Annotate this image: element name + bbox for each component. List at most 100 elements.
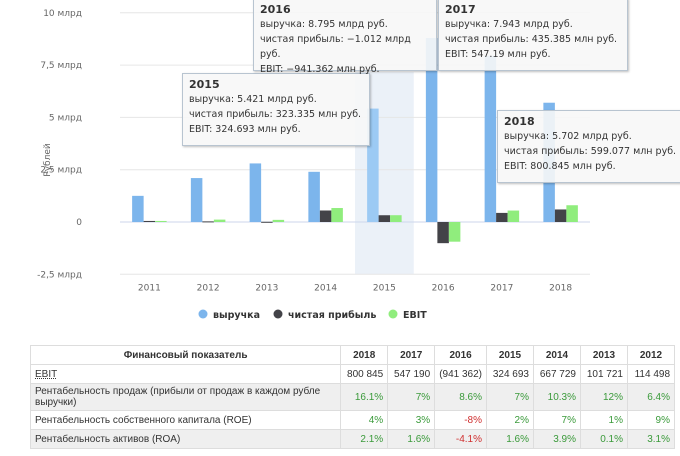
x-tick-label: 2011 [138, 283, 161, 293]
table-cell: 4% [340, 410, 389, 430]
header-year: 2017 [387, 345, 436, 365]
bar-EBIT-2017 [507, 210, 520, 222]
table-cell: 3.1% [627, 429, 675, 449]
tooltip-line: чистая прибыль: 435.385 млн руб. [445, 34, 618, 45]
table-cell: 12% [580, 383, 628, 411]
tooltip-year: 2018 [504, 115, 535, 128]
table-cell: 800 845 [340, 364, 389, 384]
bar-чистая-прибыль-2012 [202, 221, 214, 223]
table-cell: 6.4% [627, 383, 675, 411]
legend-marker-icon [198, 309, 208, 319]
bar-EBIT-2016 [448, 222, 461, 242]
bar-EBIT-2014 [331, 208, 343, 222]
x-tick-label: 2018 [549, 283, 572, 293]
tooltip-line: выручка: 7.943 млрд руб. [445, 19, 573, 30]
row-label: Рентабельность активов (ROA) [29, 429, 342, 449]
bar-EBIT-2013 [272, 219, 285, 222]
bar-чистая-прибыль-2013 [261, 221, 273, 223]
table-cell: 1.6% [486, 429, 534, 449]
bar-EBIT-2011 [155, 220, 167, 222]
table-header-row: Финансовый показатель 2018 2017 2016 201… [29, 345, 675, 365]
tooltip-line: выручка: 5.702 млрд руб. [504, 131, 632, 142]
x-tick-label: 2016 [432, 283, 455, 293]
bar-выручка-2014 [308, 171, 320, 222]
legend-marker-icon [388, 309, 398, 319]
header-year: 2016 [434, 345, 487, 365]
table-cell: 7% [533, 410, 581, 430]
bar-EBIT-2018 [566, 205, 578, 222]
table-cell: 2.1% [340, 429, 389, 449]
table-cell: 16.1% [340, 383, 389, 411]
tooltip-line: чистая прибыль: 323.335 млн руб. [189, 109, 362, 120]
table-cell: 3% [387, 410, 436, 430]
table-cell: 1.6% [387, 429, 436, 449]
table-cell: 7% [486, 383, 534, 411]
y-tick-label: 0 [76, 218, 82, 228]
y-tick-label: 2,5 млрд [40, 166, 82, 176]
bar-EBIT-2015 [390, 215, 402, 222]
table-row: Рентабельность продаж (прибыли от продаж… [29, 383, 675, 411]
table-cell: (941 362) [434, 364, 487, 384]
row-label-ebit-link[interactable]: EBIT [29, 364, 342, 384]
y-axis-label: Рублей [43, 143, 53, 177]
tooltip-line: выручка: 8.795 млрд руб. [260, 19, 388, 30]
bar-чистая-прибыль-2015 [378, 215, 391, 222]
ebit-link[interactable]: EBIT [35, 368, 58, 380]
x-tick-label: 2015 [373, 283, 396, 293]
bar-чистая-прибыль-2017 [496, 212, 508, 222]
bar-выручка-2016 [425, 38, 438, 222]
header-year: 2013 [580, 345, 628, 365]
tooltip-line: EBIT: 800.845 млн руб. [504, 161, 616, 172]
bar-выручка-2012 [190, 178, 203, 222]
legend-item: чистая прибыль [288, 310, 376, 321]
x-tick-label: 2014 [314, 283, 337, 293]
y-tick-label: 10 млрд [43, 9, 82, 19]
tooltip-year: 2016 [260, 3, 291, 16]
table-cell: 3.9% [533, 429, 581, 449]
table-row: Рентабельность активов (ROA) 2.1% 1.6% -… [29, 429, 675, 449]
x-tick-label: 2017 [490, 283, 513, 293]
tooltip-2015: 2015 выручка: 5.421 млрд руб. чистая прибы… [182, 73, 370, 146]
y-tick-label: 5 млрд [49, 113, 82, 123]
tooltip-2017: 2017 выручка: 7.943 млрд руб. чистая прибы… [438, 0, 628, 71]
table-cell: 114 498 [627, 364, 675, 384]
row-label: Рентабельность собственного капитала (RO… [29, 410, 342, 430]
table-cell: 324 693 [486, 364, 534, 384]
tooltip-line: EBIT: 324.693 млн руб. [189, 124, 301, 135]
header-year: 2018 [340, 345, 389, 365]
tooltip-year: 2015 [189, 78, 220, 91]
bar-EBIT-2012 [213, 219, 226, 222]
bar-выручка-2017 [484, 55, 497, 222]
header-indicator: Финансовый показатель [29, 345, 342, 365]
x-tick-label: 2012 [197, 283, 220, 293]
y-tick-label: 7,5 млрд [40, 61, 82, 71]
tooltip-year: 2017 [445, 3, 476, 16]
bar-выручка-2015 [367, 108, 379, 222]
x-tick-label: 2013 [255, 283, 278, 293]
bar-чистая-прибыль-2018 [554, 209, 567, 222]
row-label: Рентабельность продаж (прибыли от продаж… [29, 383, 342, 411]
tooltip-line: EBIT: 547.19 млн руб. [445, 49, 551, 60]
tooltip-line: чистая прибыль: −1.012 млрд руб. [260, 34, 411, 60]
table-cell: 1% [580, 410, 628, 430]
tooltip-line: выручка: 5.421 млрд руб. [189, 94, 317, 105]
bar-выручка-2013 [249, 163, 262, 222]
table-row: Рентабельность собственного капитала (RO… [29, 410, 675, 430]
tooltip-line: EBIT: −941.362 млн руб. [260, 64, 380, 75]
table-cell: 7% [387, 383, 436, 411]
tooltip-line: чистая прибыль: 599.077 млн руб. [504, 146, 677, 157]
y-tick-label: -2,5 млрд [37, 270, 82, 280]
table-cell: 667 729 [533, 364, 581, 384]
table-cell: 547 190 [387, 364, 436, 384]
table-cell: -4.1% [434, 429, 487, 449]
table-cell: 101 721 [580, 364, 628, 384]
table-cell: -8% [434, 410, 487, 430]
legend-item: EBIT [403, 310, 427, 321]
tooltip-2018: 2018 выручка: 5.702 млрд руб. чистая прибы… [497, 110, 680, 183]
table-cell: 8.6% [434, 383, 487, 411]
table-cell: 10.3% [533, 383, 581, 411]
bar-чистая-прибыль-2011 [143, 220, 156, 222]
table-cell: 9% [627, 410, 675, 430]
bar-чистая-прибыль-2016 [437, 222, 449, 244]
table-cell: 2% [486, 410, 534, 430]
